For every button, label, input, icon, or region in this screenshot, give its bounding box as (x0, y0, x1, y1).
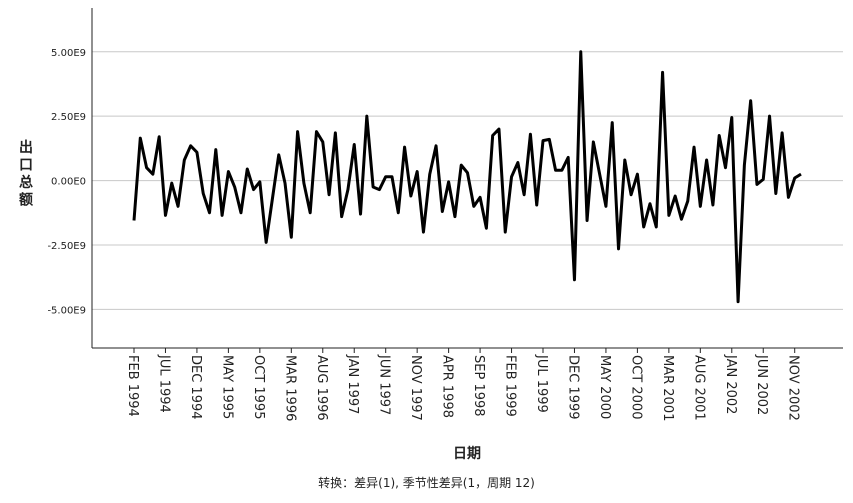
x-tick-label: JUN 2002 (754, 354, 769, 415)
x-axis-title: 日期 (453, 446, 481, 462)
x-tick-label: NOV 1997 (408, 355, 423, 421)
y-tick-label: 5.00E9 (51, 48, 86, 59)
x-tick-label: JUL 1994 (156, 354, 171, 413)
y-tick-label: -2.50E9 (47, 241, 86, 252)
x-tick-label: MAR 1996 (282, 355, 297, 421)
x-tick-label: JAN 1997 (345, 354, 360, 414)
transform-footnote: 转换：差异(1), 季节性差异(1，周期 12) (318, 476, 535, 490)
y-tick-label: 2.50E9 (51, 112, 86, 123)
x-tick-label: AUG 2001 (691, 355, 706, 421)
x-tick-label: MAR 2001 (660, 355, 675, 421)
series-line (132, 50, 802, 304)
x-tick-labels: FEB 1994 JUL 1994 DEC 1994 MAY 1995 OCT 1995… (125, 348, 801, 421)
x-tick-label: JUL 1999 (534, 354, 549, 413)
x-tick-label: DEC 1999 (565, 355, 580, 420)
x-tick-label: JAN 2002 (723, 354, 738, 414)
x-tick-label: OCT 1995 (251, 355, 266, 419)
x-tick-label: NOV 2002 (786, 355, 801, 421)
x-tick-label: OCT 2000 (628, 355, 643, 419)
x-tick-label: DEC 1994 (188, 355, 203, 420)
x-tick-label: APR 1998 (440, 355, 455, 418)
x-tick-label: SEP 1998 (471, 355, 486, 417)
y-axis-title-char: 总 (19, 174, 33, 191)
x-tick-label: FEB 1999 (503, 355, 518, 417)
y-axis-title-char: 额 (19, 192, 33, 209)
x-tick-label: AUG 1996 (314, 355, 329, 421)
y-axis-title-char: 口 (19, 158, 33, 174)
y-tick-label: -5.00E9 (47, 305, 86, 316)
x-tick-label: FEB 1994 (125, 355, 140, 417)
y-axis-title-char: 出 (19, 139, 33, 156)
x-tick-label: MAY 2000 (597, 355, 612, 419)
y-axis-title: 出口总额 (19, 139, 33, 209)
x-tick-label: JUN 1997 (377, 354, 392, 415)
y-tick-labels: 5.00E9 2.50E9 0.00E0 -2.50E9 -5.00E9 (47, 48, 86, 317)
y-tick-label: 0.00E0 (51, 177, 86, 188)
x-tick-label: MAY 1995 (219, 355, 234, 419)
